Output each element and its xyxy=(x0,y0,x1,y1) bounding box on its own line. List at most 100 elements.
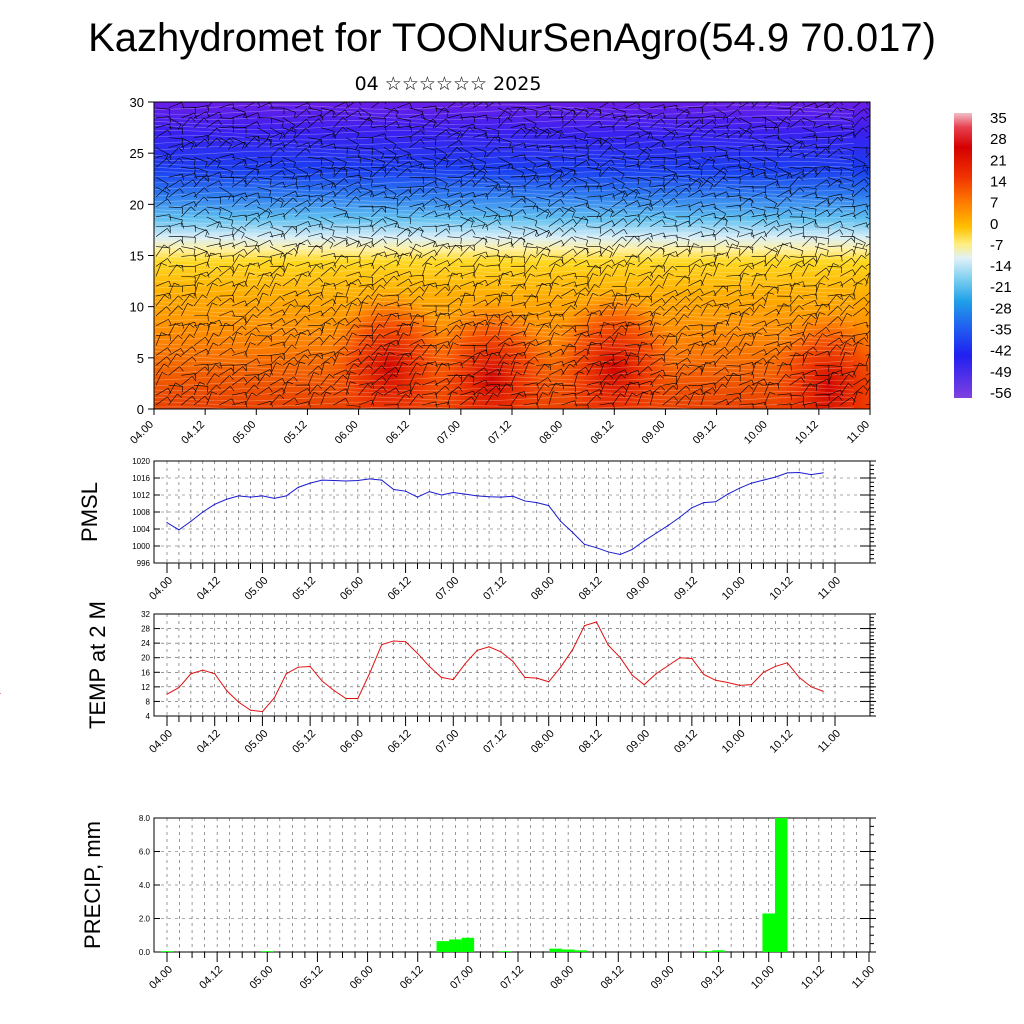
x-tick-label: 08.12 xyxy=(598,964,626,992)
contour-line xyxy=(154,130,855,136)
data-point xyxy=(345,697,347,700)
contour-line xyxy=(154,278,855,284)
data-point xyxy=(214,673,216,675)
y-tick-label: 1004 xyxy=(132,525,150,534)
data-point xyxy=(285,673,287,675)
x-tick-label: 09.00 xyxy=(649,964,677,992)
precip-bar xyxy=(549,948,562,952)
y-tick-label: 8 xyxy=(146,697,151,706)
x-tick-label: 09.12 xyxy=(691,419,719,447)
y-tick-label: 16 xyxy=(141,668,150,677)
y-tick-label: 1020 xyxy=(132,457,150,466)
x-tick-label: 11.00 xyxy=(850,964,877,991)
data-point xyxy=(333,689,335,692)
x-tick-label: 10.12 xyxy=(767,728,795,756)
data-point xyxy=(261,495,264,497)
data-point xyxy=(679,516,681,518)
x-tick-label: 08.12 xyxy=(588,419,616,447)
contour-line xyxy=(154,191,855,197)
y-tick-label: 8.0 xyxy=(139,814,151,823)
contour-line xyxy=(154,288,855,294)
contour-line xyxy=(154,196,855,202)
data-point xyxy=(607,551,609,553)
precip-bar xyxy=(499,951,512,952)
x-tick-label: 06.12 xyxy=(386,575,414,603)
x-tick-label: 07.12 xyxy=(498,964,526,992)
x-tick-label: 05.12 xyxy=(290,575,318,603)
data-point xyxy=(655,532,657,534)
data-point xyxy=(762,479,765,481)
y-axis-label: PRECIP, mm xyxy=(80,821,105,949)
data-point xyxy=(798,676,800,678)
x-tick-label: 09.12 xyxy=(699,964,727,992)
x-tick-label: 10.00 xyxy=(720,575,748,603)
data-point xyxy=(369,672,371,674)
colorbar-label: 35 xyxy=(990,110,1007,127)
cross-section-field xyxy=(154,102,870,409)
data-point xyxy=(810,474,812,476)
colorbar: 35 28 21 14 7 0 -7 -14 -21 -28 -35 -42 -49 -56 xyxy=(954,110,1012,402)
data-point xyxy=(619,553,621,556)
data-point xyxy=(750,684,753,686)
colorbar-scale xyxy=(954,113,972,398)
data-point xyxy=(798,471,800,474)
contour-line xyxy=(154,329,855,335)
data-point xyxy=(655,673,657,675)
series-line xyxy=(166,621,824,713)
data-point xyxy=(536,502,538,504)
x-tick-label: 10.12 xyxy=(767,575,795,603)
x-tick-label: 06.00 xyxy=(338,728,366,756)
x-tick-label: 05.12 xyxy=(282,419,310,447)
x-tick-label: 10.12 xyxy=(793,419,821,447)
data-point xyxy=(619,657,621,659)
colorbar-label: -56 xyxy=(990,385,1012,402)
y-tick-label: 10 xyxy=(130,300,144,315)
x-tick-label: 08.00 xyxy=(529,728,557,756)
x-tick-label: 09.00 xyxy=(624,575,652,603)
data-point xyxy=(440,494,442,496)
x-tick-label: 04.12 xyxy=(179,419,207,447)
x-tick-label: 06.00 xyxy=(348,964,376,992)
precip-bar xyxy=(461,937,475,952)
contour-line xyxy=(154,145,855,151)
x-tick-label: 05.00 xyxy=(243,728,271,756)
data-point xyxy=(345,480,347,482)
data-point xyxy=(309,482,311,484)
x-tick-label: 07.00 xyxy=(448,964,476,992)
data-point xyxy=(560,666,562,668)
data-point xyxy=(428,491,431,493)
colorbar-label: 0 xyxy=(990,216,998,233)
y-tick-label: 1000 xyxy=(132,542,150,551)
contour-line xyxy=(154,319,855,325)
data-point xyxy=(738,487,741,489)
contour-line xyxy=(154,365,855,371)
warm-core-2 xyxy=(552,290,677,409)
data-point xyxy=(488,646,490,648)
y-tick-label: 20 xyxy=(141,654,150,663)
colorbar-label: 28 xyxy=(990,131,1007,148)
data-point xyxy=(512,495,514,497)
data-point xyxy=(810,686,812,688)
data-point xyxy=(464,493,466,495)
contour-line xyxy=(154,324,855,330)
data-point xyxy=(774,476,776,478)
data-point xyxy=(321,479,323,481)
precip-bar xyxy=(699,951,713,952)
contour-line xyxy=(154,166,855,172)
y-tick-label: 996 xyxy=(137,559,151,568)
x-tick-label: 10.12 xyxy=(799,964,827,992)
data-point xyxy=(285,495,287,497)
data-point xyxy=(738,684,741,687)
data-point xyxy=(226,498,228,500)
contour-line xyxy=(154,176,855,182)
precip-bar xyxy=(160,951,174,952)
data-point xyxy=(595,621,598,623)
y-tick-label: 24 xyxy=(141,639,150,648)
x-tick-label: 06.12 xyxy=(384,419,412,447)
data-point xyxy=(583,543,586,545)
contour-line xyxy=(154,268,855,274)
x-tick-label: 05.12 xyxy=(290,728,318,756)
y-tick-label: 0.0 xyxy=(139,948,151,957)
data-point xyxy=(595,547,598,549)
data-point xyxy=(667,525,669,527)
